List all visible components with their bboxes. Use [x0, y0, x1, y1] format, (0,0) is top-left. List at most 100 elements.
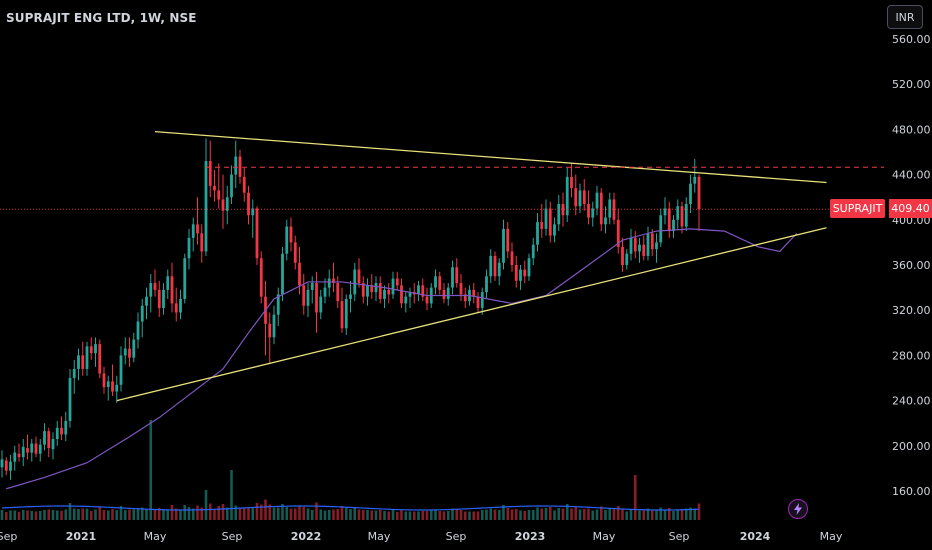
- volume-bar: [485, 509, 488, 520]
- candle-body: [234, 156, 238, 175]
- volume-bar: [646, 508, 650, 520]
- volume-bar: [638, 510, 641, 520]
- volume-bar: [578, 509, 582, 520]
- candle-body: [51, 439, 55, 450]
- volume-bar: [13, 510, 17, 520]
- moving-average-line: [6, 228, 798, 490]
- time-tick-label: May: [820, 530, 843, 543]
- candle-body: [548, 208, 552, 236]
- price-tick-label: 200.00: [892, 440, 931, 453]
- volume-bar: [315, 502, 318, 520]
- candle-body: [599, 192, 603, 225]
- volume-bar: [468, 511, 471, 520]
- price-tick-label: 240.00: [892, 395, 931, 408]
- volume-bar: [170, 505, 174, 520]
- currency-button[interactable]: INR: [887, 5, 923, 29]
- candle-body: [30, 443, 34, 453]
- candle-body: [438, 276, 442, 290]
- candle-body: [306, 289, 310, 306]
- volume-bar: [285, 507, 289, 520]
- volume-bar: [417, 511, 420, 520]
- volume-bar: [187, 507, 191, 520]
- volume-bar: [408, 511, 412, 520]
- volume-bar: [536, 507, 539, 520]
- volume-bar: [438, 511, 442, 520]
- candle-body: [140, 305, 144, 322]
- upper-trendline: [154, 131, 827, 184]
- candle-body: [378, 283, 382, 299]
- candle-body: [4, 460, 8, 471]
- candle-body: [47, 431, 51, 449]
- volume-bar: [149, 420, 153, 520]
- volume-bar: [446, 511, 450, 520]
- candle-body: [667, 208, 671, 232]
- price-axis[interactable]: 560.00520.00480.00440.00400.00360.00320.…: [892, 33, 931, 498]
- volume-bar: [213, 509, 216, 520]
- price-tick-label: 320.00: [892, 304, 931, 317]
- volume-bar: [361, 510, 365, 520]
- volume-bar: [429, 510, 433, 520]
- volume-bar: [174, 508, 178, 520]
- candle-body: [217, 190, 221, 200]
- candle-body: [132, 339, 136, 358]
- lightning-icon[interactable]: [788, 499, 808, 519]
- time-tick-label: 2024: [740, 530, 771, 543]
- time-tick-label: May: [593, 530, 616, 543]
- candle-body: [77, 355, 80, 369]
- volume-bar: [238, 508, 242, 520]
- candle-body: [43, 431, 46, 445]
- candle-body: [646, 233, 650, 256]
- candle-body: [642, 244, 646, 256]
- candle-body: [111, 381, 114, 392]
- volume-bar: [625, 511, 629, 520]
- candle-body: [463, 294, 467, 302]
- candle-body: [238, 156, 242, 177]
- volume-bar: [493, 509, 497, 520]
- last-price-label: 409.40: [889, 199, 932, 218]
- candle-body: [434, 276, 437, 288]
- candle-body: [693, 176, 697, 184]
- volume-bar: [655, 509, 658, 520]
- candle-body: [153, 283, 157, 290]
- candle-body: [531, 244, 535, 259]
- volume-bar: [383, 511, 386, 520]
- candle-body: [476, 296, 480, 308]
- time-tick-label: Sep: [222, 530, 243, 543]
- volume-bar: [310, 510, 314, 520]
- candle-body: [578, 190, 582, 207]
- volume-bar: [247, 507, 250, 520]
- volume-bar: [327, 510, 331, 520]
- candle-body: [591, 208, 595, 218]
- volume-bar: [166, 509, 170, 520]
- candle-body: [38, 444, 42, 454]
- candle-body: [119, 355, 123, 385]
- candle-body: [34, 443, 38, 454]
- volume-bar: [51, 510, 55, 520]
- volume-bar: [55, 510, 59, 520]
- candle-body: [89, 346, 93, 354]
- volume-bar: [442, 511, 446, 520]
- volume-bar: [604, 510, 607, 520]
- volume-bar: [353, 507, 357, 520]
- candlesticks: [0, 138, 701, 480]
- volume-bar: [587, 508, 590, 520]
- volume-bar: [497, 510, 501, 520]
- volume-bar: [221, 504, 225, 520]
- candle-body: [480, 292, 484, 308]
- candle-body: [353, 269, 357, 295]
- candle-body: [94, 344, 97, 354]
- price-tick-label: 480.00: [892, 123, 931, 136]
- volume-bar: [153, 510, 157, 520]
- candle-body: [166, 276, 170, 290]
- candle-body: [208, 161, 212, 186]
- candle-body: [85, 346, 89, 369]
- volume-bar: [136, 508, 140, 520]
- volume-bar: [196, 505, 199, 520]
- volume-bar: [574, 507, 578, 520]
- ticker-label: SUPRAJIT: [830, 199, 885, 218]
- volume-bar: [251, 507, 255, 520]
- volume-bar: [94, 509, 97, 520]
- candle-body: [64, 420, 68, 435]
- time-axis[interactable]: Sep 2021 May Sep 2022 May Sep 2023 May Sep 2024 May: [0, 530, 843, 543]
